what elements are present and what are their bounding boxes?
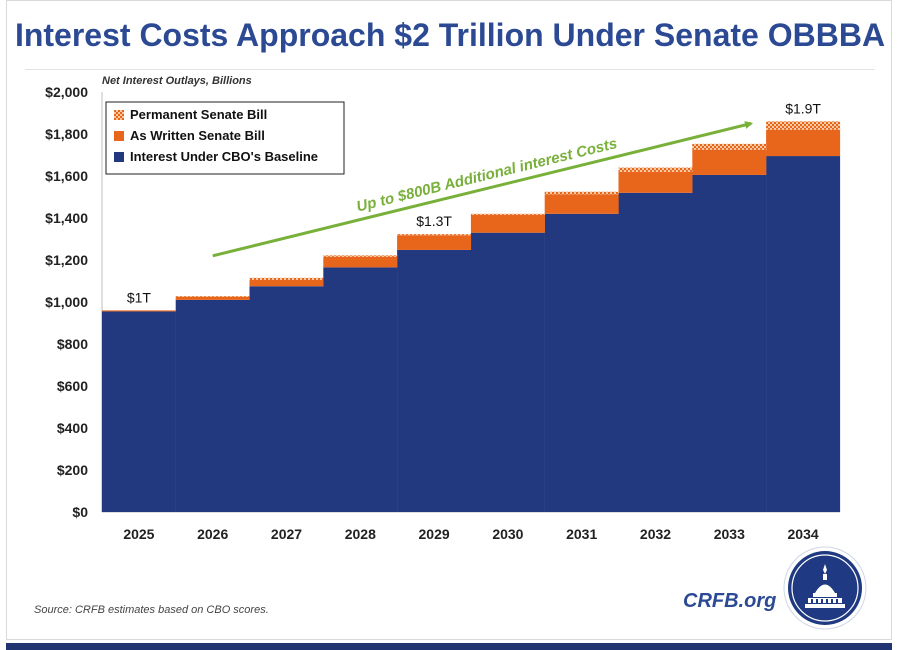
bar-total-label: $1.9T [785, 100, 821, 116]
slide-title: Interest Costs Approach $2 Trillion Unde… [14, 17, 886, 53]
y-tick-label: $0 [72, 504, 88, 520]
chart-legend: Permanent Senate Bill As Written Senate B… [105, 101, 345, 175]
x-tick-label: 2033 [714, 526, 745, 542]
legend-swatch [114, 152, 124, 162]
bar-segment [397, 249, 472, 513]
y-tick-label: $2,000 [45, 84, 88, 100]
y-tick-label: $200 [57, 462, 88, 478]
bar-segment [544, 191, 619, 195]
title-divider [25, 69, 875, 70]
bar-total-label: $1.3T [416, 213, 452, 229]
bar-segment [249, 279, 324, 287]
x-tick-label: 2025 [123, 526, 154, 542]
brand-link[interactable]: CRFB.org [683, 590, 777, 612]
x-tick-label: 2028 [345, 526, 376, 542]
bar-segment [766, 129, 841, 157]
x-tick-label: 2027 [271, 526, 302, 542]
bar-segment [397, 234, 472, 236]
bar-segment [101, 310, 176, 312]
y-tick-label: $1,600 [45, 168, 88, 184]
bar-segment [766, 156, 841, 513]
bar-segment [470, 214, 545, 233]
x-tick-label: 2034 [788, 526, 819, 542]
x-tick-label: 2031 [566, 526, 597, 542]
legend-label: As Written Senate Bill [130, 128, 265, 143]
bar-total-label: $1T [127, 289, 152, 305]
y-tick-label: $800 [57, 336, 88, 352]
bar-segment [323, 256, 398, 268]
bar-segment [544, 194, 619, 214]
bar-segment [470, 232, 545, 512]
legend-swatch [114, 131, 124, 141]
legend-label: Interest Under CBO's Baseline [130, 149, 318, 164]
legend-swatch [114, 110, 124, 120]
capitol-dome-seal-icon [783, 546, 867, 630]
bar-segment [323, 255, 398, 257]
x-tick-label: 2029 [419, 526, 450, 542]
bar-segment [101, 311, 176, 512]
chart-subtitle: Net Interest Outlays, Billions [102, 75, 252, 87]
y-tick-label: $600 [57, 378, 88, 394]
legend-label: Permanent Senate Bill [130, 107, 267, 122]
y-tick-label: $1,200 [45, 252, 88, 268]
x-tick-label: 2026 [197, 526, 228, 542]
y-tick-label: $1,800 [45, 126, 88, 142]
bar-segment [175, 299, 250, 512]
y-tick-label: $400 [57, 420, 88, 436]
bar-segment [618, 167, 693, 172]
legend-box [105, 101, 345, 175]
bar-segment [692, 149, 767, 175]
y-tick-label: $1,400 [45, 210, 88, 226]
bar-segment [175, 296, 250, 297]
bottom-bar [6, 643, 892, 650]
bar-segment [766, 121, 841, 130]
growth-arrow [212, 121, 754, 258]
bar-segment [544, 213, 619, 513]
bar-segment [470, 213, 545, 215]
bar-segment [692, 143, 767, 150]
x-tick-label: 2032 [640, 526, 671, 542]
bar-segment [175, 296, 250, 300]
bar-segment [692, 174, 767, 512]
bar-segment [397, 235, 472, 250]
bar-segment [323, 267, 398, 512]
x-tick-label: 2030 [492, 526, 523, 542]
source-note: Source: CRFB estimates based on CBO scor… [34, 604, 269, 616]
bar-segment [618, 171, 693, 193]
bar-segment [249, 286, 324, 512]
bar-segment [249, 277, 324, 280]
y-tick-label: $1,000 [45, 294, 88, 310]
bar-segment [618, 192, 693, 513]
